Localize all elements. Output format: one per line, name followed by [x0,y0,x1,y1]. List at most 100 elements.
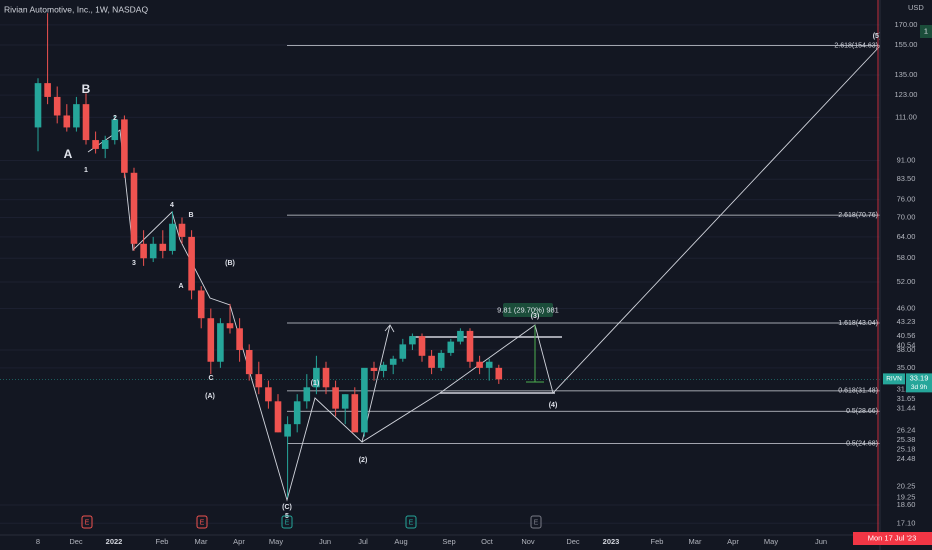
x-tick-label: Feb [651,537,664,546]
price-label: 31.44 [897,404,916,413]
y-tick-label: 46.00 [897,304,916,313]
candle-body [389,358,397,365]
time-axis [0,535,932,550]
x-tick-label: Dec [566,537,580,546]
wave-label: (B) [225,260,235,267]
y-tick-label: 38.00 [897,345,916,354]
wave-label: (A) [205,393,215,400]
earnings-marker [81,515,93,529]
candle-body [457,330,464,342]
y-tick-label: 123.00 [895,90,918,99]
wave-label: B [82,82,91,96]
wave-label: 4 [170,202,174,209]
candle-body [236,328,243,351]
candle-body [409,336,416,345]
wave-label: (1) [311,380,320,387]
wave-label: 3 [132,260,136,267]
x-tick-label: Sep [442,537,455,546]
earnings-label: E [534,519,539,526]
candle-body [466,330,474,362]
candle-body [44,83,51,97]
candle-body [207,318,215,362]
x-tick-label: Feb [156,537,169,546]
candle-body [34,83,42,128]
candle-body [226,323,234,329]
candle-body [245,350,253,375]
price-label: 25.38 [897,435,916,444]
fib-label: 2.618(154.63) [834,42,878,49]
wave-label: (2) [359,457,368,464]
top-badge: 1 [924,26,928,35]
y-tick-label: 91.00 [897,156,916,165]
candle-body [265,387,272,402]
chart-title: Rivian Automotive, Inc., 1W, NASDAQ [4,4,148,14]
fib-levels: 2.618(154.63) 2.618(70.76) 1.618(43.04) 0.6… [287,42,880,448]
candle-body [149,243,157,259]
candle-body [361,367,368,433]
y-tick-label: 35.00 [897,363,916,372]
x-tick-label: Dec [69,537,83,546]
currency: USD [908,3,924,12]
measure-box [503,303,553,317]
y-tick-label: 64.00 [897,232,916,241]
top-badge-box [920,25,932,38]
x-tick-label: Jun [319,537,331,546]
x-tick-label: Jun [815,537,827,546]
y-tick-label: 155.00 [895,40,918,49]
fib-label: 2.618(70.76) [838,212,878,219]
x-tick-label: May [269,537,283,546]
fib-label: 0.5(24.68) [846,441,878,448]
wave-label: 1 [84,167,88,174]
price-label: 40.54 [897,340,916,349]
y-tick-label: 170.00 [895,20,918,29]
earnings-label: E [285,519,290,526]
candle-body [140,243,147,259]
price-label: 26.24 [897,425,916,434]
candle-body [399,344,407,359]
x-tick-label: Mar [689,537,702,546]
price-label: 31.65 [897,394,916,403]
price-label: 43.23 [897,317,916,326]
candle-body [303,387,311,402]
candle-body [370,367,378,371]
last-price-box [906,373,932,393]
candle-body [255,374,263,388]
countdown: 3d 9h [911,384,928,391]
wave-label: A [178,283,183,290]
earnings-marker [405,515,417,529]
wave-line [87,129,391,502]
candle-body [495,367,503,380]
candle-body [130,172,138,244]
wave-label: (C) [282,504,292,511]
price-label: 25.18 [897,444,916,453]
candle-body [351,394,359,433]
wave-label: B [188,212,193,219]
candle-body [476,361,483,368]
y-tick-label: 76.00 [897,195,916,204]
arrow-head [384,324,395,333]
price-label: 20.25 [897,482,916,491]
earnings-marker [196,515,208,529]
x-tick-label: Jul [358,537,368,546]
candle-body [284,424,291,437]
fib-label: 0.618(31.48) [838,388,878,395]
candle-body [197,290,205,319]
x-tick-label: Nov [521,537,535,546]
candle-body [485,361,493,368]
x-tick-label: Apr [233,537,245,546]
x-tick-label: 2022 [106,537,123,546]
earnings-marker [281,515,293,529]
candle-body [63,115,71,128]
x-tick-label: Oct [481,537,494,546]
candle-body [332,387,339,409]
candle-body [293,401,301,425]
measure-label: 9.81 (29.70%) 981 [497,305,559,314]
x-tick-label: Mar [195,537,208,546]
x-tick-label: May [764,537,778,546]
wave-label: C [208,375,213,382]
candle-body [121,119,128,173]
x-tick-label: Apr [727,537,739,546]
candle-body [159,243,167,251]
